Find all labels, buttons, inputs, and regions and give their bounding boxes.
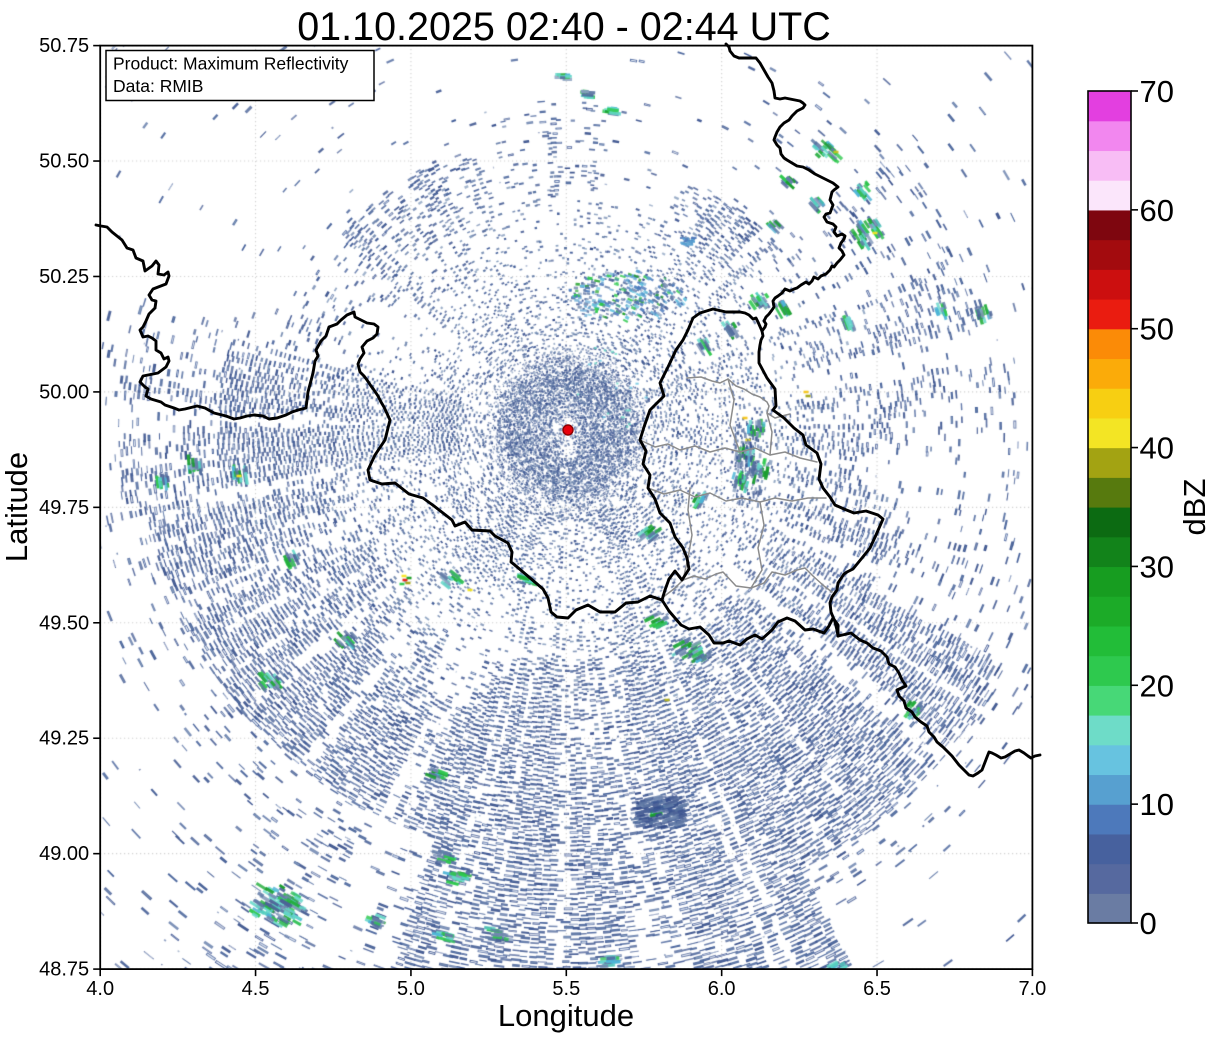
svg-text:50: 50 — [1140, 312, 1174, 347]
svg-text:4.0: 4.0 — [86, 978, 114, 1000]
svg-text:5.0: 5.0 — [397, 978, 425, 1000]
svg-text:7.0: 7.0 — [1018, 978, 1046, 1000]
svg-text:50.00: 50.00 — [39, 381, 89, 403]
svg-text:20: 20 — [1140, 668, 1174, 703]
svg-text:50.25: 50.25 — [39, 266, 89, 288]
svg-text:30: 30 — [1140, 549, 1174, 584]
svg-text:Longitude: Longitude — [498, 998, 634, 1033]
svg-text:6.5: 6.5 — [863, 978, 891, 1000]
svg-text:6.0: 6.0 — [708, 978, 736, 1000]
svg-text:70: 70 — [1140, 74, 1174, 109]
svg-text:50.75: 50.75 — [39, 35, 89, 57]
svg-text:49.50: 49.50 — [39, 612, 89, 634]
svg-text:Latitude: Latitude — [0, 452, 34, 562]
svg-text:60: 60 — [1140, 193, 1174, 228]
svg-text:10: 10 — [1140, 787, 1174, 822]
svg-text:Data: RMIB: Data: RMIB — [113, 76, 203, 96]
svg-text:50.50: 50.50 — [39, 151, 89, 173]
svg-text:01.10.2025 02:40 - 02:44 UTC: 01.10.2025 02:40 - 02:44 UTC — [297, 5, 831, 49]
svg-text:40: 40 — [1140, 431, 1174, 466]
svg-text:49.75: 49.75 — [39, 497, 89, 519]
svg-text:dBZ: dBZ — [1177, 479, 1212, 536]
svg-text:Product: Maximum Reflectivity: Product: Maximum Reflectivity — [113, 54, 349, 74]
svg-text:49.25: 49.25 — [39, 728, 89, 750]
svg-text:48.75: 48.75 — [39, 959, 89, 981]
svg-text:5.5: 5.5 — [552, 978, 580, 1000]
svg-text:4.5: 4.5 — [242, 978, 270, 1000]
svg-text:49.00: 49.00 — [39, 843, 89, 865]
svg-text:0: 0 — [1140, 906, 1157, 941]
